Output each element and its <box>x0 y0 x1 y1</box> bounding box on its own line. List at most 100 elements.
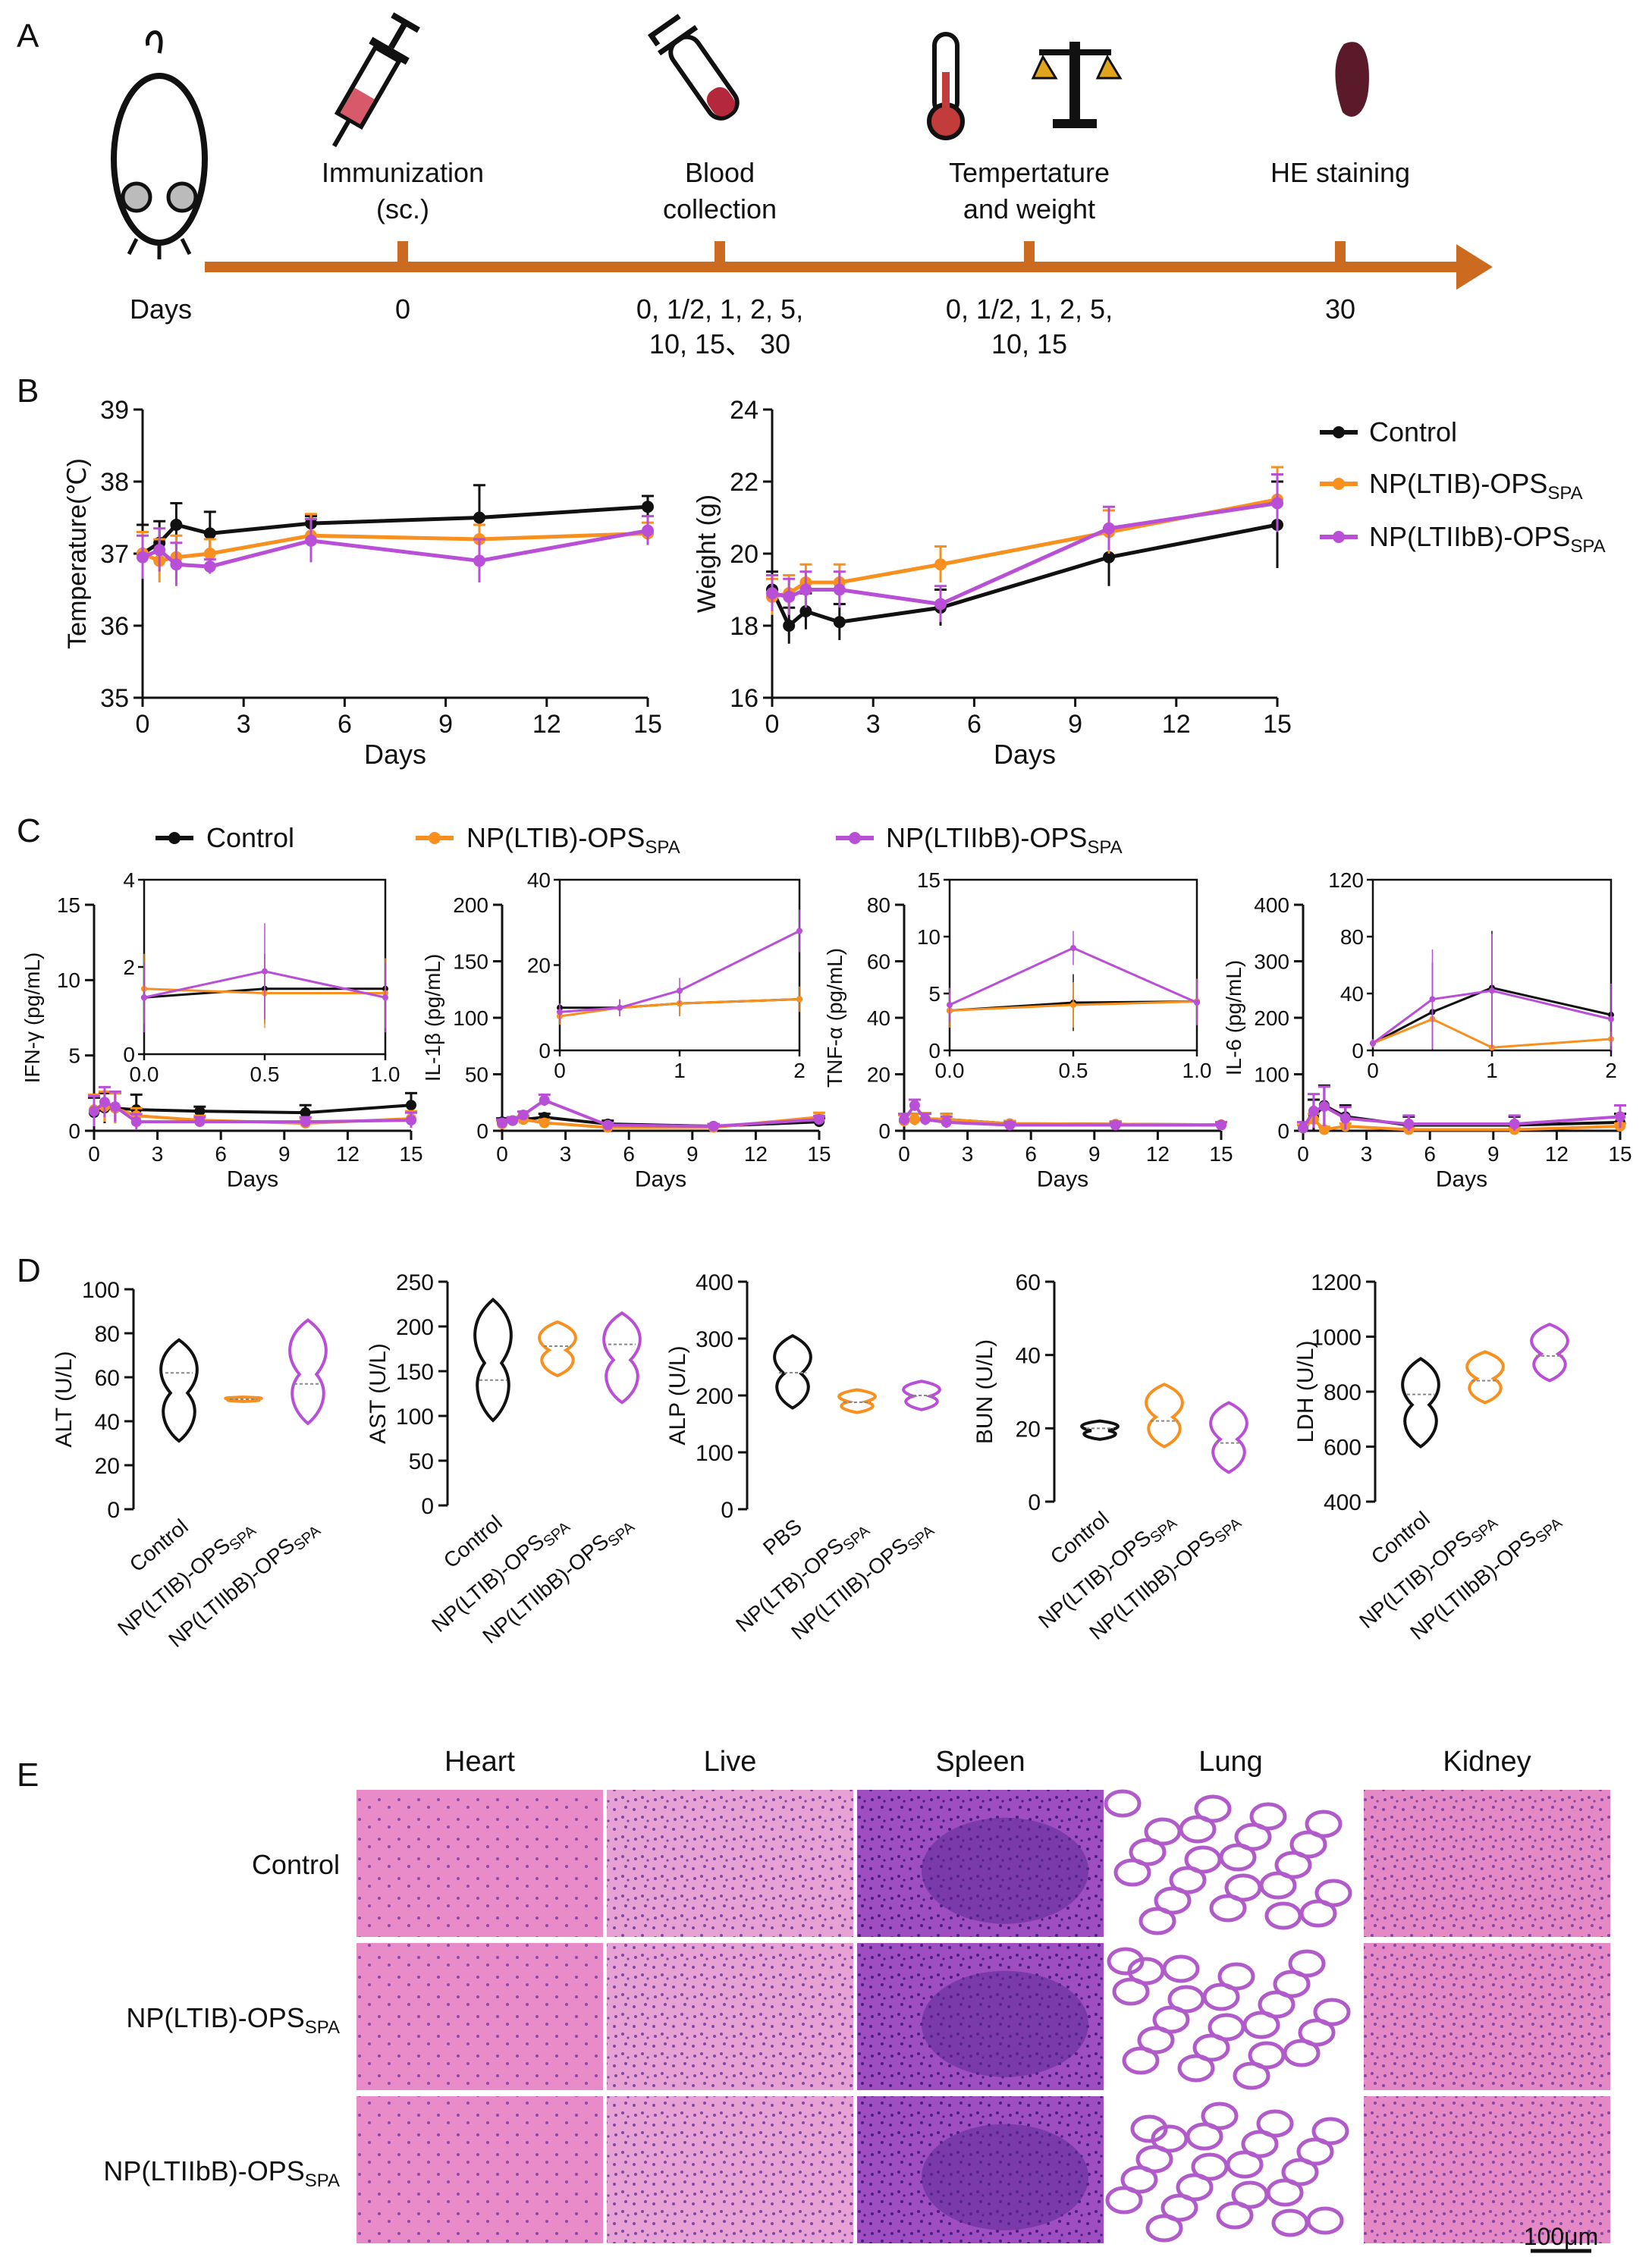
inset-series-line <box>559 930 800 1013</box>
y-tick-label: 60 <box>867 950 890 973</box>
inset-point <box>1429 996 1436 1003</box>
inset-point <box>1608 1015 1614 1022</box>
inset-y-tick-label: 0 <box>928 1039 941 1063</box>
y-tick-label: 36 <box>100 612 129 641</box>
inset-point <box>1070 945 1076 951</box>
y-tick-label: 15 <box>57 893 80 917</box>
blood-tube-icon <box>647 14 740 121</box>
x-tick-label: 9 <box>1487 1142 1500 1166</box>
event-days: 30 <box>1325 294 1355 325</box>
inset-ifn: 0 2 4 0.0 0.5 1.0 <box>123 868 400 1086</box>
x-tick-label: 12 <box>1545 1142 1569 1166</box>
event-title: and weight <box>963 193 1095 224</box>
he-image-live <box>607 2096 853 2243</box>
x-tick-label: 0 <box>136 710 150 739</box>
data-point <box>130 1116 142 1128</box>
data-point <box>1308 1105 1319 1116</box>
data-point <box>1340 1113 1351 1124</box>
he-image-heart <box>356 1790 603 1937</box>
y-tick-label: 100 <box>396 1405 434 1430</box>
legend-c-ltib: NP(LTIB)-OPSSPA <box>466 822 680 858</box>
y-tick-label: 0 <box>68 1119 80 1143</box>
event-title: Immunization <box>322 157 484 188</box>
violin <box>773 1334 812 1410</box>
thermometer-icon <box>927 32 965 140</box>
event-title: HE staining <box>1270 157 1410 188</box>
data-point <box>473 554 485 567</box>
x-tick-label: 0 <box>1297 1142 1309 1166</box>
data-point <box>406 1115 416 1126</box>
organ-label: Kidney <box>1443 1746 1531 1778</box>
y-tick-label: 1200 <box>1311 1270 1361 1295</box>
series-line <box>142 531 649 563</box>
y-axis-label: LDH (U/L) <box>1293 1340 1318 1442</box>
y-axis-label: BUN (U/L) <box>972 1339 997 1444</box>
data-point <box>934 598 947 611</box>
inset-x-tick-label: 0 <box>1367 1059 1379 1082</box>
y-tick-label: 100 <box>1254 1063 1289 1086</box>
inset-x-tick-label: 0.5 <box>250 1063 280 1086</box>
data-point <box>642 524 654 537</box>
violin <box>473 1297 513 1423</box>
violin <box>902 1380 941 1411</box>
event-days: 0, 1/2, 1, 2, 5, <box>946 294 1113 325</box>
data-point <box>194 1106 206 1117</box>
y-axis-label: AST (U/L) <box>366 1343 391 1444</box>
data-point <box>305 534 317 547</box>
data-point <box>766 587 778 600</box>
inset-point <box>1070 1002 1076 1008</box>
syringe-icon <box>331 12 420 148</box>
y-tick-label: 300 <box>1254 950 1289 973</box>
inset-point <box>141 994 147 1001</box>
y-tick-label: 20 <box>730 540 758 569</box>
y-tick-label: 37 <box>100 540 129 569</box>
data-point <box>941 1116 952 1128</box>
x-tick-label: 6 <box>623 1142 635 1166</box>
violin <box>837 1388 877 1414</box>
inset-y-tick-label: 0 <box>539 1039 551 1063</box>
x-tick-label: 3 <box>962 1142 974 1166</box>
x-tick-label: 9 <box>438 710 453 739</box>
inset-x-tick-label: 1.0 <box>1182 1059 1212 1082</box>
series-line <box>141 504 649 556</box>
violin <box>224 1395 263 1403</box>
x-tick-label: 6 <box>338 710 352 739</box>
x-tick-label: 15 <box>633 710 662 739</box>
y-tick-label: 800 <box>1324 1380 1361 1405</box>
panel-label-b: B <box>17 372 39 410</box>
x-tick-label: 15 <box>399 1142 422 1166</box>
inset-y-tick-label: 0 <box>1352 1039 1364 1063</box>
y-tick-label: 300 <box>696 1327 733 1352</box>
series-line <box>770 523 1278 629</box>
data-point <box>1318 1100 1330 1112</box>
inset-point <box>382 994 388 1001</box>
x-tick-label: 6 <box>215 1142 227 1166</box>
y-tick-label: 100 <box>453 1006 488 1030</box>
inset-point <box>677 987 683 994</box>
data-point <box>109 1101 121 1113</box>
inset-x-tick-label: 1 <box>674 1059 686 1082</box>
timeline: Days <box>111 12 1493 359</box>
x-axis-label: Days <box>227 1167 278 1192</box>
y-tick-label: 80 <box>95 1322 120 1347</box>
y-tick-label: 60 <box>1016 1270 1041 1295</box>
event-days: 0, 1/2, 1, 2, 5, <box>636 294 803 325</box>
y-tick-label: 38 <box>100 468 129 497</box>
y-tick-label: 60 <box>95 1366 120 1391</box>
legend-b-ltib: NP(LTIB)-OPSSPA <box>1369 468 1583 504</box>
chart-ifn: 0 5 10 15 0 3 6 9 12 15 Days IFN-γ (pg/mL) 0 2 4 0.0 0.5… <box>20 868 423 1192</box>
he-image-live <box>607 1943 853 2090</box>
data-point <box>497 1117 507 1128</box>
x-tick-label: 15 <box>1608 1142 1632 1166</box>
y-tick-label: 600 <box>1324 1436 1361 1461</box>
violin <box>1145 1383 1184 1449</box>
inset-y-tick-label: 4 <box>123 868 135 892</box>
inset-y-tick-label: 2 <box>123 956 135 979</box>
data-point <box>1103 522 1115 535</box>
event-title: Tempertature <box>949 157 1110 188</box>
x-tick-label: 3 <box>237 710 251 739</box>
